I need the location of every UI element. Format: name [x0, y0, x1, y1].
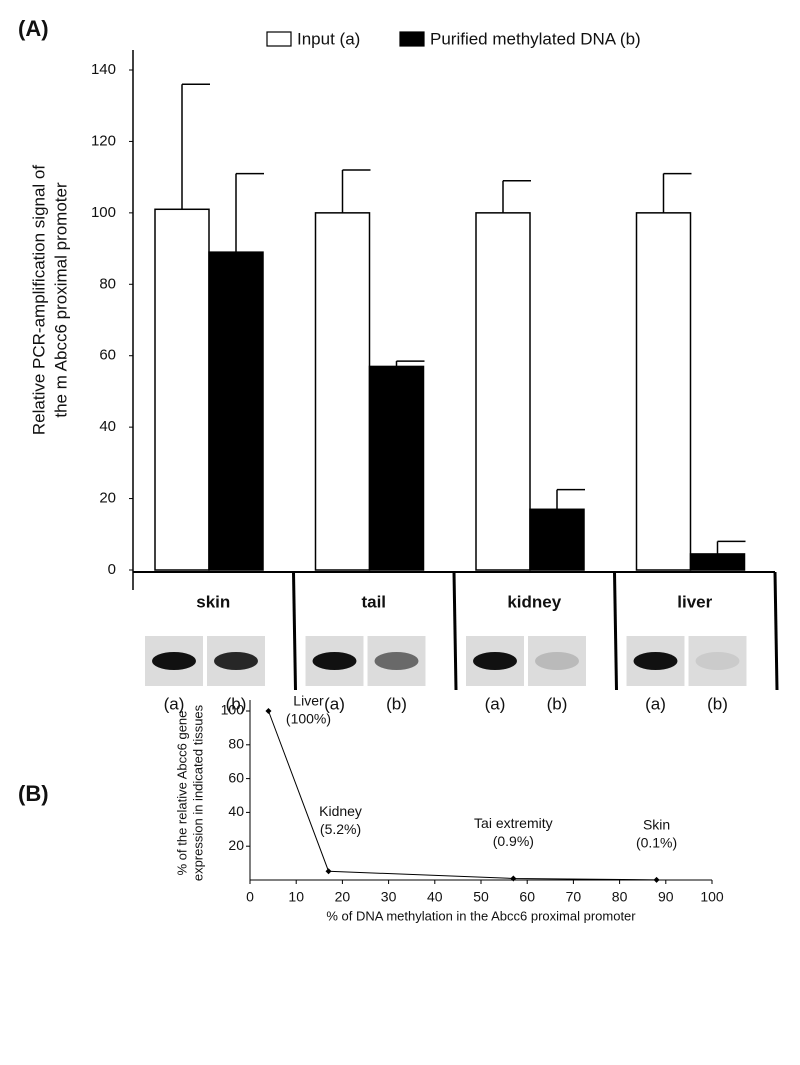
- bar: [368, 365, 425, 571]
- gel-label: (b): [707, 694, 728, 713]
- value-label: (0.1%): [636, 835, 677, 851]
- gel-label: (b): [386, 694, 407, 713]
- value-label: (5.2%): [320, 821, 361, 837]
- category-label: kidney: [507, 592, 561, 611]
- x-tick-label: 0: [246, 889, 254, 905]
- legend-swatch: [266, 31, 292, 47]
- point-name: Kidney: [319, 803, 362, 819]
- point-name: Skin: [643, 817, 670, 833]
- x-tick-label: 100: [700, 889, 724, 905]
- group-divider: [452, 571, 458, 691]
- bar: [154, 208, 210, 571]
- gel-image: [688, 636, 747, 686]
- gel-label: (a): [164, 694, 185, 713]
- x-tick-label: 40: [427, 889, 443, 905]
- panel-label: (A): [18, 16, 49, 41]
- point: [325, 868, 332, 875]
- legend-swatch: [399, 31, 425, 47]
- y-tick-label: 40: [228, 803, 244, 819]
- bar: [314, 212, 371, 571]
- legend-label: Input (a): [297, 29, 360, 48]
- x-tick-label: 30: [381, 889, 397, 905]
- y-axis-label: Relative PCR-amplification signal of: [29, 165, 48, 436]
- bar: [689, 553, 746, 571]
- y-tick-label: 20: [99, 490, 116, 507]
- gel-band: [312, 652, 357, 670]
- point: [653, 876, 660, 883]
- x-tick-label: 90: [658, 889, 674, 905]
- group-divider: [292, 571, 297, 691]
- y-tick-label: 20: [228, 837, 244, 853]
- point-name: Tai extremity: [474, 815, 553, 831]
- group-divider: [773, 571, 779, 691]
- gel-image: [528, 636, 586, 686]
- gel-band: [473, 652, 517, 670]
- x-tick-label: 60: [519, 889, 535, 905]
- value-label: (100%): [286, 711, 331, 727]
- x-tick-label: 10: [288, 889, 304, 905]
- y-tick-label: 120: [91, 132, 116, 149]
- gel-band: [633, 652, 678, 670]
- legend-label: Purified methylated DNA (b): [430, 29, 641, 48]
- point-name: Liver: [293, 693, 324, 709]
- gel-band: [695, 652, 740, 670]
- gel-label: (b): [547, 694, 568, 713]
- y-tick-label: 100: [221, 702, 245, 718]
- y-axis-label: % of the relative Abcc6 gene: [174, 711, 189, 876]
- category-label: tail: [361, 592, 386, 611]
- y-tick-label: 60: [228, 769, 244, 785]
- gel-band: [374, 652, 419, 670]
- bar: [635, 212, 692, 571]
- gel-band: [535, 652, 579, 670]
- y-axis-label: expression in indicated tissues: [190, 704, 205, 881]
- gel-label: (a): [485, 694, 506, 713]
- gel-label: (a): [324, 694, 345, 713]
- gel-band: [152, 652, 196, 670]
- x-tick-label: 50: [473, 889, 489, 905]
- gel-label: (a): [645, 694, 666, 713]
- bar: [208, 251, 264, 571]
- bar: [475, 212, 531, 571]
- y-tick-label: 100: [91, 204, 116, 221]
- y-tick-label: 60: [99, 347, 116, 364]
- value-label: (0.9%): [493, 833, 534, 849]
- y-tick-label: 80: [228, 736, 244, 752]
- x-tick-label: 70: [566, 889, 582, 905]
- point: [265, 708, 272, 714]
- y-axis-label: the m Abcc6 proximal promoter: [51, 182, 70, 418]
- bar: [529, 508, 585, 571]
- y-tick-label: 140: [91, 61, 116, 78]
- point: [510, 875, 517, 882]
- gel-label: (b): [226, 694, 247, 713]
- x-tick-label: 20: [335, 889, 351, 905]
- line: [268, 710, 657, 881]
- category-label: skin: [196, 592, 230, 611]
- group-divider: [613, 571, 618, 691]
- gel-band: [214, 652, 258, 670]
- y-tick-label: 40: [99, 418, 116, 435]
- x-axis-label: % of DNA methylation in the Abcc6 proxim…: [326, 908, 636, 923]
- panel-label: (B): [18, 781, 49, 806]
- y-tick-label: 0: [108, 561, 116, 578]
- x-tick-label: 80: [612, 889, 628, 905]
- category-label: liver: [677, 592, 712, 611]
- y-tick-label: 80: [99, 275, 116, 292]
